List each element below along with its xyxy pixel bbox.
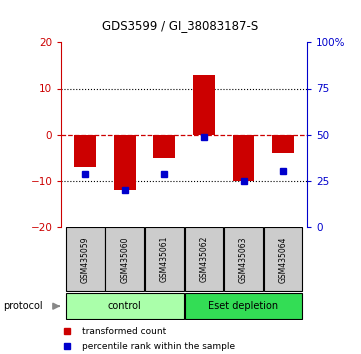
Bar xyxy=(153,135,175,158)
Bar xyxy=(193,75,215,135)
Bar xyxy=(145,227,184,291)
Bar xyxy=(114,135,136,190)
Text: control: control xyxy=(108,301,142,311)
Bar xyxy=(224,227,263,291)
Text: GSM435063: GSM435063 xyxy=(239,236,248,282)
Bar xyxy=(232,135,255,181)
Text: GSM435062: GSM435062 xyxy=(199,236,208,282)
Text: protocol: protocol xyxy=(4,301,43,311)
Bar xyxy=(66,293,184,319)
Text: GSM435059: GSM435059 xyxy=(81,236,90,282)
Text: GSM435060: GSM435060 xyxy=(120,236,129,282)
Text: GDS3599 / GI_38083187-S: GDS3599 / GI_38083187-S xyxy=(103,19,258,33)
Text: percentile rank within the sample: percentile rank within the sample xyxy=(82,342,235,350)
Bar xyxy=(105,227,144,291)
Text: GSM435061: GSM435061 xyxy=(160,236,169,282)
Bar xyxy=(66,227,105,291)
Bar xyxy=(74,135,96,167)
Bar xyxy=(184,227,223,291)
Bar xyxy=(272,135,294,153)
Text: GSM435064: GSM435064 xyxy=(279,236,288,282)
Bar xyxy=(264,227,303,291)
Text: transformed count: transformed count xyxy=(82,326,166,336)
Text: Eset depletion: Eset depletion xyxy=(208,301,279,311)
Bar xyxy=(184,293,303,319)
